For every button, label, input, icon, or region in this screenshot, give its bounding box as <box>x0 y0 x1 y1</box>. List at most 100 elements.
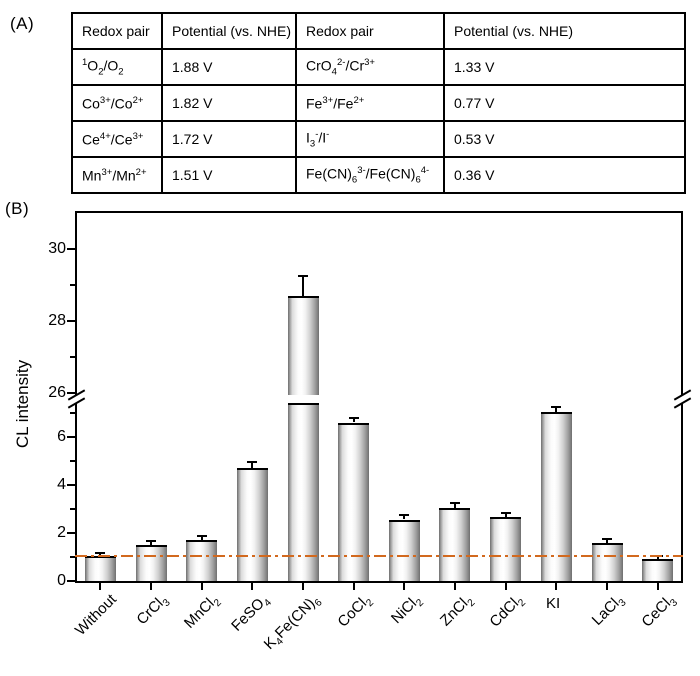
bar <box>592 543 623 583</box>
x-tick-label: CoCl2 <box>334 595 377 631</box>
column-header: Redox pair <box>71 12 163 50</box>
bar <box>186 540 217 583</box>
bar <box>389 520 420 583</box>
table-cell: 1.82 V <box>161 84 297 122</box>
table-header-row: Redox pair Potential (vs. NHE) Redox pair P… <box>71 12 686 50</box>
y-minor-tick <box>70 356 75 358</box>
x-tick-label: FeSO4 <box>228 595 275 635</box>
y-major-tick <box>67 436 75 438</box>
error-bar-cap <box>450 502 460 504</box>
x-tick <box>454 583 456 590</box>
table-cell: 0.77 V <box>443 84 686 122</box>
table-row: Ce4+/Ce3+ 1.72 V I3-/I- 0.53 V <box>71 120 686 158</box>
y-minor-tick <box>70 508 75 510</box>
y-tick-label: 4 <box>57 476 66 493</box>
table-cell: Fe(CN)63-/Fe(CN)64- <box>295 156 445 194</box>
y-tick-label: 28 <box>48 312 66 329</box>
column-header: Potential (vs. NHE) <box>443 12 686 50</box>
y-minor-tick <box>70 412 75 414</box>
table-body: 1O2/O2 1.88 V CrO42-/Cr3+ 1.33 V Co3+/Co2+ 1.… <box>71 48 686 194</box>
x-tick-label: CdCl2 <box>486 595 529 631</box>
table-cell: Fe3+/Fe2+ <box>295 84 445 122</box>
redox-potential-table: Redox pair Potential (vs. NHE) Redox pair P… <box>71 12 686 194</box>
error-bar-cap <box>551 406 561 408</box>
bar <box>338 423 369 583</box>
x-tick-label: K4Fe(CN)6 <box>261 595 326 653</box>
error-bar-stem <box>657 556 659 560</box>
y-tick-label: 0 <box>57 572 66 589</box>
x-tick-label: KI <box>546 595 561 612</box>
table-cell: CrO42-/Cr3+ <box>295 48 445 86</box>
table-cell: 1.33 V <box>443 48 686 86</box>
table-cell: 1O2/O2 <box>71 48 163 86</box>
x-tick <box>555 583 557 590</box>
error-bar-stem <box>150 541 152 545</box>
y-major-tick <box>67 484 75 486</box>
x-tick <box>201 583 203 590</box>
table-cell: 0.36 V <box>443 156 686 194</box>
y-minor-tick <box>70 460 75 462</box>
x-tick <box>251 583 253 590</box>
axis-bottom <box>75 581 683 583</box>
bar <box>439 508 470 583</box>
axis-left-upper <box>75 211 77 395</box>
error-bar-cap <box>399 514 409 516</box>
bar-upper-segment <box>288 296 319 395</box>
axis-left-lower <box>75 403 77 583</box>
y-tick-label: 2 <box>57 524 66 541</box>
error-bar-cap <box>197 535 207 537</box>
error-bar-cap <box>349 417 359 419</box>
error-bar-stem <box>403 515 405 519</box>
table-row: 1O2/O2 1.88 V CrO42-/Cr3+ 1.33 V <box>71 48 686 86</box>
baseline-reference-line <box>75 555 683 557</box>
error-bar-stem <box>353 418 355 422</box>
y-major-tick <box>67 392 75 394</box>
y-major-tick <box>67 320 75 322</box>
error-bar-cap <box>95 552 105 554</box>
x-tick-label: NiCl2 <box>387 595 427 628</box>
bar <box>490 517 521 583</box>
panel-b-label: (B) <box>5 199 30 218</box>
y-major-tick <box>67 580 75 582</box>
y-major-tick <box>67 248 75 250</box>
error-bar-cap <box>146 540 156 542</box>
x-tick-label: CrCl3 <box>133 595 174 629</box>
table-cell: Mn3+/Mn2+ <box>71 156 163 194</box>
x-tick-label: Without <box>72 591 121 639</box>
error-bar-cap <box>501 512 511 514</box>
table-cell: I3-/I- <box>295 120 445 158</box>
x-tick-label: ZnCl2 <box>436 595 478 630</box>
column-header: Potential (vs. NHE) <box>161 12 297 50</box>
error-bar-cap <box>247 461 257 463</box>
error-bar-cap <box>602 538 612 540</box>
x-tick <box>150 583 152 590</box>
table-cell: 0.53 V <box>443 120 686 158</box>
y-minor-tick <box>70 284 75 286</box>
x-tick-label: LaCl3 <box>589 595 630 629</box>
panel-a-label: (A) <box>10 14 35 33</box>
table-row: Co3+/Co2+ 1.82 V Fe3+/Fe2+ 0.77 V <box>71 84 686 122</box>
axis-top <box>75 211 683 213</box>
table-cell: 1.72 V <box>161 120 297 158</box>
x-tick <box>505 583 507 590</box>
x-tick <box>606 583 608 590</box>
error-bar-stem <box>201 536 203 540</box>
error-bar-stem <box>251 462 253 468</box>
x-tick <box>302 583 304 590</box>
bar <box>85 556 116 583</box>
y-tick-label: 6 <box>57 428 66 445</box>
bar <box>136 545 167 583</box>
error-bar-stem <box>302 276 304 296</box>
x-tick-label: MnCl2 <box>181 595 225 632</box>
table-row: Mn3+/Mn2+ 1.51 V Fe(CN)63-/Fe(CN)64- 0.36 V <box>71 156 686 194</box>
bar <box>541 412 572 583</box>
error-bar-stem <box>454 503 456 508</box>
x-tick <box>657 583 659 590</box>
y-tick-label: 26 <box>48 384 66 401</box>
y-major-tick <box>67 532 75 534</box>
axis-right-upper <box>681 211 683 395</box>
error-bar-stem <box>99 553 101 555</box>
bar-lower-segment <box>288 403 319 583</box>
table-cell: 1.88 V <box>161 48 297 86</box>
